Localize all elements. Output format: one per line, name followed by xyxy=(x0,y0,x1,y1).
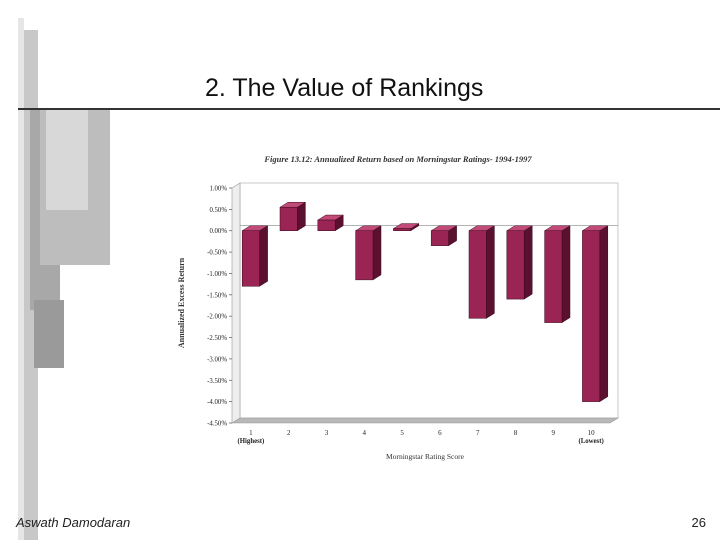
y-tick-label: -4.50% xyxy=(207,421,227,428)
bar xyxy=(355,230,374,281)
y-tick-label: 0.50% xyxy=(209,207,227,214)
bar xyxy=(468,230,487,319)
bar-side xyxy=(599,225,609,403)
x-tick-label: 6 xyxy=(438,429,442,437)
footer-author: Aswath Damodaran xyxy=(16,515,131,530)
bar xyxy=(393,228,412,231)
y-tick-label: -2.50% xyxy=(207,335,227,342)
bar xyxy=(430,230,449,246)
chart-title: Figure 13.12: Annualized Return based on… xyxy=(263,154,532,164)
bar-side xyxy=(523,225,533,300)
y-tick-label: -1.50% xyxy=(207,292,227,299)
bar-side xyxy=(486,225,495,319)
x-tick-label: 4 xyxy=(363,429,367,437)
x-tick-label: 9 xyxy=(552,429,556,437)
decor-bar-5 xyxy=(46,110,88,210)
y-tick-label: 1.00% xyxy=(209,186,227,193)
x-axis-label: Morningstar Rating Score xyxy=(386,452,465,461)
bar xyxy=(506,230,525,300)
y-tick-label: 0.00% xyxy=(209,228,227,235)
bar xyxy=(582,230,601,402)
chart-left-wall xyxy=(231,182,241,424)
x-tick-label: 5 xyxy=(400,429,404,437)
chart-floor xyxy=(230,417,620,424)
decor-bar-6 xyxy=(34,300,64,368)
bar-side xyxy=(561,225,571,324)
x-tick-label: 7 xyxy=(476,429,480,437)
bar xyxy=(544,230,563,323)
y-tick-label: -4.00% xyxy=(207,399,227,406)
x-tick-sublabel: (Highest) xyxy=(237,438,264,445)
y-tick-label: -3.00% xyxy=(207,356,227,363)
bar-side xyxy=(372,225,382,281)
bar xyxy=(241,230,260,287)
bar xyxy=(317,219,336,231)
y-tick-label: -0.50% xyxy=(207,250,227,257)
y-tick-label: -3.50% xyxy=(207,378,227,385)
y-tick-label: -1.00% xyxy=(207,271,227,278)
x-tick-label: 3 xyxy=(325,429,329,437)
x-tick-label: 1 xyxy=(249,429,253,437)
plot-area: 1.00% 0.50% 0.00% -0.50% -1.00% -1.50% -2.00% -… xyxy=(207,182,620,445)
slide-title: 2. The Value of Rankings xyxy=(205,74,484,102)
bar xyxy=(279,206,298,231)
y-tick-label: -2.00% xyxy=(207,314,227,321)
x-tick-sublabel: (Lowest) xyxy=(578,438,603,445)
bar-side xyxy=(259,225,268,287)
y-axis-label: Annualized Excess Return xyxy=(177,257,186,348)
x-tick-label: 2 xyxy=(287,429,291,437)
bar-chart: Figure 13.12: Annualized Return based on… xyxy=(177,154,620,461)
decor-bar-1 xyxy=(18,18,24,540)
footer-page-number: 26 xyxy=(691,515,706,530)
title-divider xyxy=(18,108,720,110)
x-tick-label: 8 xyxy=(514,429,518,437)
x-tick-label: 10 xyxy=(588,429,596,437)
